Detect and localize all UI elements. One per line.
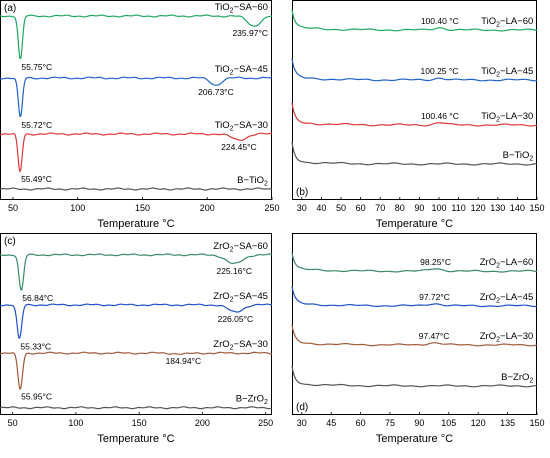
plot-frame: [292, 233, 537, 415]
series-label: ZrO2−LA−45: [480, 292, 534, 305]
x-tick-label: 250: [264, 203, 279, 213]
peak-annotation: 100.46 °C: [421, 111, 459, 121]
x-tick-label: 90: [414, 203, 424, 213]
series-line: [291, 102, 538, 127]
series-line: [291, 9, 538, 32]
x-tick-label: 75: [385, 418, 395, 428]
x-tick-label: 200: [200, 203, 215, 213]
series-label: TiO2−SA−30: [215, 120, 268, 133]
series-line: [291, 366, 537, 388]
peak-annotation: 206.73°C: [198, 87, 234, 97]
x-tick-label: 80: [395, 203, 405, 213]
series-line: [291, 252, 538, 273]
peak-annotation: 55.49°C: [21, 174, 52, 184]
x-tick-label: 60: [356, 203, 366, 213]
series-line: [0, 76, 273, 117]
x-tick-label: 150: [529, 418, 544, 428]
x-tick-label: 90: [414, 418, 424, 428]
series-line: [291, 286, 538, 308]
peak-annotation: 55.33°C: [20, 341, 51, 351]
x-tick-label: 50: [8, 203, 18, 213]
x-tick-label: 100: [431, 203, 446, 213]
peak-annotation: 235.97°C: [232, 28, 268, 38]
x-tick-label: 40: [316, 203, 326, 213]
x-tick-label: 70: [375, 203, 385, 213]
series-label: TiO2−LA−45: [481, 66, 533, 79]
series-label: B−TiO2: [503, 150, 534, 163]
x-tick-label: 250: [258, 418, 273, 428]
series-label: B−ZrO2: [501, 372, 533, 385]
peak-annotation: 55.75°C: [21, 62, 52, 72]
series-label: ZrO2−LA−30: [480, 331, 534, 344]
series-line: [0, 351, 272, 390]
series-line: [0, 253, 273, 291]
x-tick-label: 110: [451, 203, 465, 213]
series-line: [291, 324, 538, 347]
peak-annotation: 97.47°C: [419, 331, 450, 341]
series-label: B−ZrO2: [236, 394, 268, 407]
x-tick-label: 50: [336, 203, 346, 213]
plot-frame: [292, 0, 537, 200]
series-line: [0, 132, 273, 173]
peak-annotation: 97.72°C: [419, 292, 450, 302]
series-line: [0, 303, 273, 339]
series-label: ZrO2−LA−60: [480, 257, 534, 270]
series-label: TiO2−SA−60: [215, 2, 268, 15]
x-tick-label: 100: [70, 203, 85, 213]
series-label: ZrO2−SA−30: [213, 339, 268, 352]
x-tick-label: 30: [297, 203, 307, 213]
plot-frame: [0, 233, 272, 415]
peak-annotation: 226.05°C: [218, 314, 254, 324]
peak-annotation: 55.72°C: [21, 120, 52, 130]
series-label: TiO2−LA−30: [481, 111, 533, 124]
x-tick-label: 30: [297, 418, 307, 428]
x-axis-label: Temperature °C: [376, 433, 453, 445]
x-axis-label: Temperature °C: [97, 433, 174, 445]
panel-label: (c): [4, 236, 16, 247]
x-tick-label: 150: [132, 418, 147, 428]
x-tick-label: 60: [356, 418, 366, 428]
x-tick-label: 120: [471, 203, 486, 213]
x-tick-label: 200: [195, 418, 210, 428]
series-line: [291, 58, 537, 82]
chart-panel-b: (b) 30 40 50 60 70 80 90 100 110 120 130 140 150 Tempe…: [291, 0, 545, 230]
chart-panel-d: (d) 30 45 60 75 90 105 120 135 150 Temperature °C Z…: [291, 233, 545, 445]
plot-frame: [0, 0, 272, 200]
peak-annotation: 224.45°C: [221, 142, 257, 152]
x-tick-label: 135: [500, 418, 515, 428]
peak-annotation: 100.40 °C: [421, 16, 459, 26]
peak-annotation: 55.95°C: [21, 392, 52, 402]
peak-annotation: 184.94°C: [166, 356, 202, 366]
series-label: TiO2−SA−45: [215, 64, 268, 77]
x-tick-label: 130: [490, 203, 505, 213]
series-line: [0, 14, 273, 59]
series-label: ZrO2−SA−60: [213, 241, 268, 254]
x-tick-label: 150: [529, 203, 544, 213]
x-tick-label: 150: [135, 203, 150, 213]
panel-label: (d): [296, 402, 308, 413]
panel-label: (b): [296, 187, 308, 198]
panel-label: (a): [4, 3, 16, 14]
peak-annotation: 98.25°C: [420, 257, 451, 267]
x-tick-label: 140: [510, 203, 525, 213]
x-tick-label: 105: [441, 418, 456, 428]
series-line: [291, 142, 537, 166]
series-line: [0, 406, 273, 410]
x-axis-label: Temperature °C: [97, 218, 174, 230]
series-label: TiO2−LA−60: [481, 16, 533, 29]
x-axis-label: Temperature °C: [376, 218, 453, 230]
x-tick-label: 45: [326, 418, 336, 428]
peak-annotation: 56.84°C: [22, 293, 53, 303]
series-label: ZrO2−SA−45: [213, 291, 268, 304]
series-label: B−TiO2: [237, 175, 268, 188]
peak-annotation: 100.25 °C: [421, 66, 459, 76]
x-tick-label: 120: [471, 418, 486, 428]
peak-annotation: 225.16°C: [216, 266, 252, 276]
x-tick-label: 50: [8, 418, 18, 428]
series-line: [0, 187, 273, 191]
x-tick-label: 100: [68, 418, 83, 428]
